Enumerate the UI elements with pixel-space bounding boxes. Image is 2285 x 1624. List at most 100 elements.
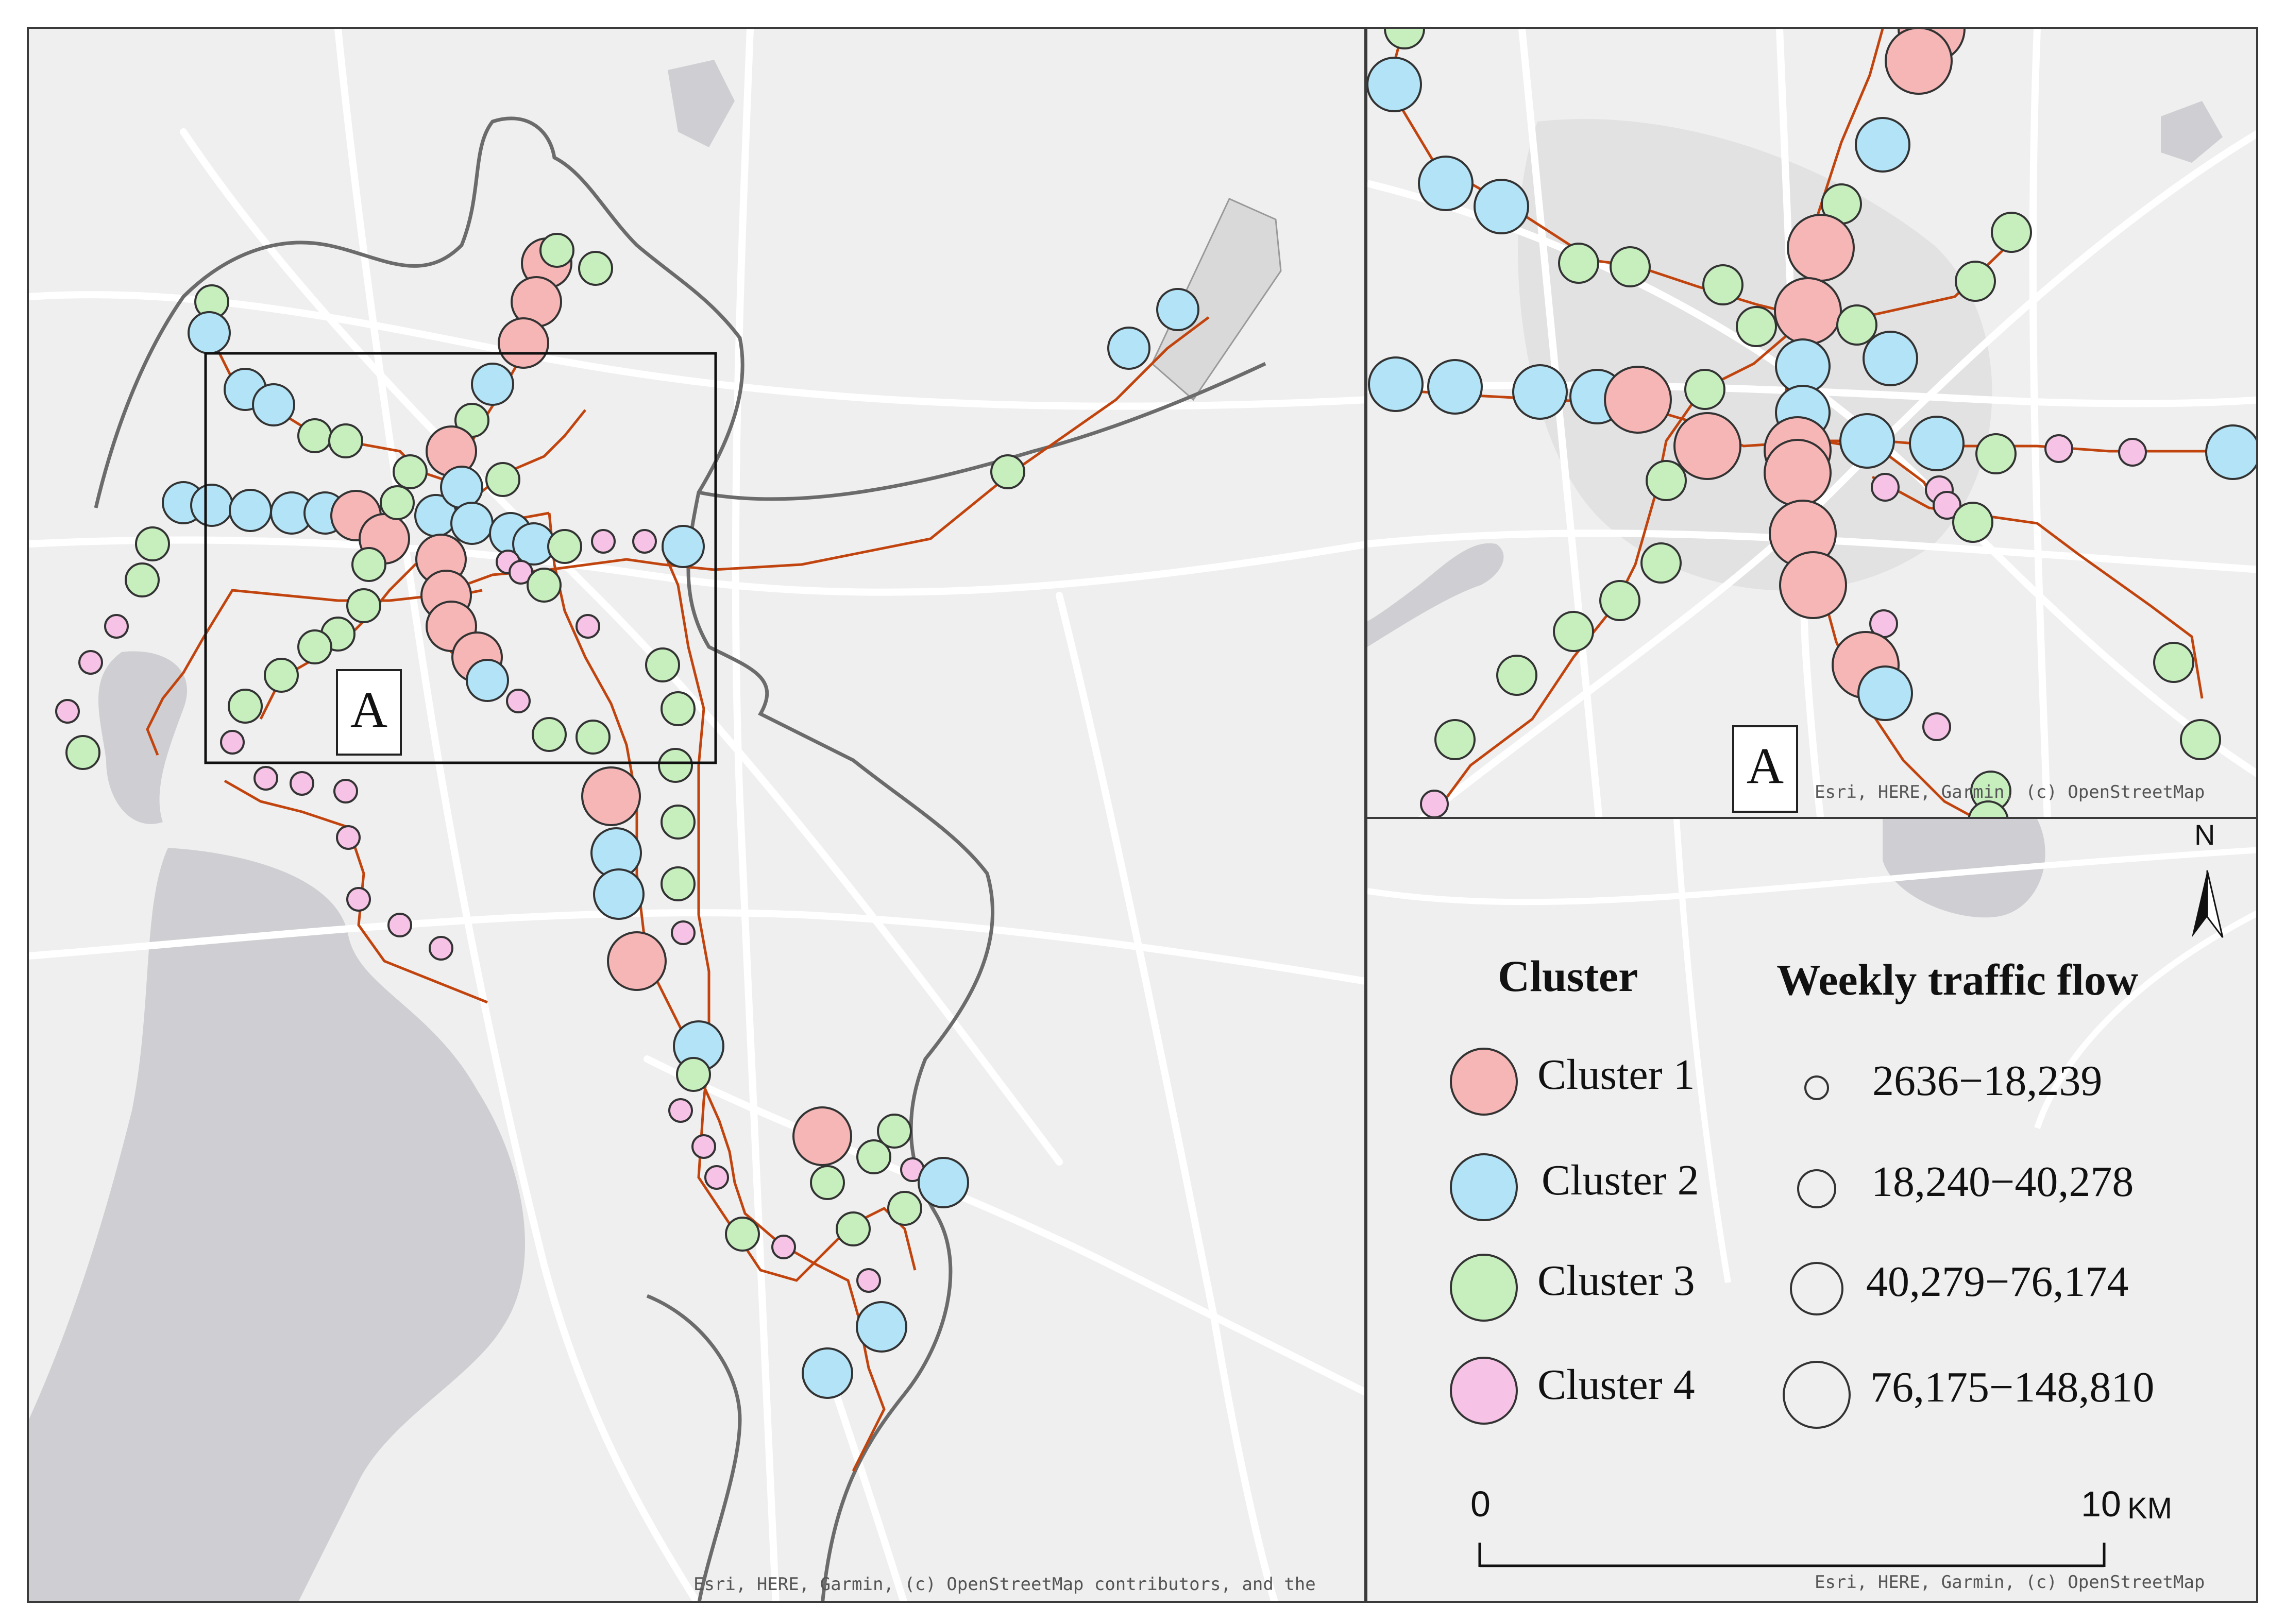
- cluster-4-swatch: [1450, 1357, 1518, 1425]
- station-marker: [252, 383, 295, 426]
- station-marker: [380, 485, 415, 520]
- station-marker: [1779, 551, 1847, 619]
- station-marker: [1863, 331, 1918, 386]
- cluster-2-swatch: [1450, 1153, 1518, 1221]
- station-marker: [671, 920, 696, 945]
- station-marker: [645, 647, 680, 682]
- legend-flow-title: Weekly traffic flow: [1776, 955, 2139, 1004]
- station-marker: [836, 1211, 871, 1246]
- station-marker: [1909, 416, 1965, 471]
- station-marker: [2180, 719, 2221, 760]
- station-marker: [135, 526, 170, 561]
- scale-bar-unit: KM: [2127, 1492, 2172, 1525]
- urban-core-area: [1518, 119, 1992, 591]
- station-marker: [593, 868, 645, 920]
- legend-cluster-2-label: Cluster 2: [1542, 1156, 1699, 1204]
- station-marker: [1107, 327, 1150, 370]
- scale-bar-start: 0: [1470, 1484, 1491, 1524]
- station-marker: [578, 251, 613, 286]
- station-marker: [532, 717, 567, 752]
- station-marker: [1418, 156, 1474, 211]
- district-boundary-south: [646, 1294, 742, 1601]
- station-marker: [661, 866, 696, 901]
- station-marker: [990, 454, 1025, 489]
- legend-background-roads: [1367, 819, 2256, 1283]
- station-marker: [661, 805, 696, 840]
- station-marker: [576, 720, 611, 755]
- station-marker: [450, 502, 494, 545]
- station-marker: [393, 454, 428, 489]
- station-marker: [1774, 277, 1842, 345]
- inset-extent-box[interactable]: [204, 352, 717, 764]
- legend-panel: N Cluster Weekly traffic flow Cluster 1 …: [1365, 817, 2258, 1603]
- station-markers: [1367, 29, 2256, 817]
- legend-cluster-1-label: Cluster 1: [1537, 1051, 1695, 1099]
- station-marker: [1975, 433, 2017, 474]
- station-marker: [591, 529, 616, 554]
- station-marker: [485, 462, 520, 497]
- cluster-3-swatch: [1450, 1254, 1518, 1322]
- inset-map[interactable]: A Esri, HERE, Garmin, (c) OpenStreetMap: [1365, 27, 2258, 819]
- station-marker: [1839, 413, 1895, 469]
- station-marker: [190, 484, 233, 527]
- station-marker: [856, 1301, 907, 1353]
- station-marker: [725, 1217, 760, 1252]
- station-markers: [55, 233, 1199, 1399]
- cluster-1-swatch: [1450, 1048, 1518, 1116]
- station-marker: [704, 1165, 729, 1190]
- station-marker: [228, 689, 263, 724]
- station-marker: [856, 1268, 881, 1293]
- station-marker: [351, 547, 386, 582]
- station-marker: [1871, 473, 1900, 502]
- station-marker: [1427, 359, 1483, 415]
- station-marker: [264, 658, 299, 693]
- station-marker: [676, 1057, 711, 1092]
- station-marker: [2044, 434, 2073, 463]
- station-marker: [2118, 438, 2147, 467]
- station-marker: [471, 363, 514, 406]
- station-marker: [1558, 243, 1599, 284]
- legend-canvas: [1367, 819, 2256, 1567]
- station-marker: [1991, 212, 2032, 253]
- reservoir-water: [668, 60, 735, 147]
- scale-bar: [1478, 1543, 2106, 1567]
- station-marker: [581, 766, 641, 826]
- reservoir-water-north: [2161, 101, 2223, 163]
- inset-map-canvas: [1367, 29, 2256, 817]
- legend-cluster-4-label: Cluster 4: [1537, 1361, 1695, 1409]
- attribution-main: Esri, HERE, Garmin, (c) OpenStreetMap co…: [693, 1574, 1316, 1595]
- station-marker: [1599, 580, 1640, 621]
- district-boundary-east: [698, 362, 1266, 501]
- station-marker: [1384, 29, 1425, 49]
- station-marker: [2205, 424, 2256, 480]
- station-marker: [918, 1157, 969, 1208]
- station-marker: [1646, 460, 1687, 501]
- flow-class-2-swatch: [1797, 1169, 1836, 1208]
- station-marker: [771, 1235, 796, 1259]
- flow-size-swatches: [1783, 1075, 1851, 1429]
- bay-water: [98, 651, 188, 824]
- station-marker: [506, 689, 531, 713]
- station-marker: [1702, 264, 1744, 305]
- airport-area: [1151, 198, 1282, 401]
- station-marker: [290, 771, 314, 796]
- station-marker: [1512, 364, 1568, 420]
- station-marker: [328, 423, 363, 458]
- station-marker: [1368, 356, 1424, 412]
- legend-flow-2-label: 18,240−40,278: [1871, 1158, 2134, 1206]
- station-marker: [125, 562, 160, 597]
- station-marker: [346, 887, 371, 912]
- main-map[interactable]: A Esri, HERE, Garmin, (c) OpenStreetMap …: [27, 27, 1366, 1603]
- station-marker: [1420, 790, 1449, 817]
- station-marker: [336, 825, 361, 850]
- station-marker: [297, 418, 332, 453]
- station-marker: [661, 691, 696, 726]
- station-marker: [1684, 369, 1725, 410]
- station-marker: [1968, 800, 2009, 817]
- station-marker: [498, 317, 549, 369]
- station-marker: [792, 1106, 852, 1166]
- station-marker: [346, 588, 381, 623]
- station-marker: [691, 1134, 716, 1159]
- station-marker: [1604, 366, 1672, 434]
- station-marker: [527, 568, 562, 603]
